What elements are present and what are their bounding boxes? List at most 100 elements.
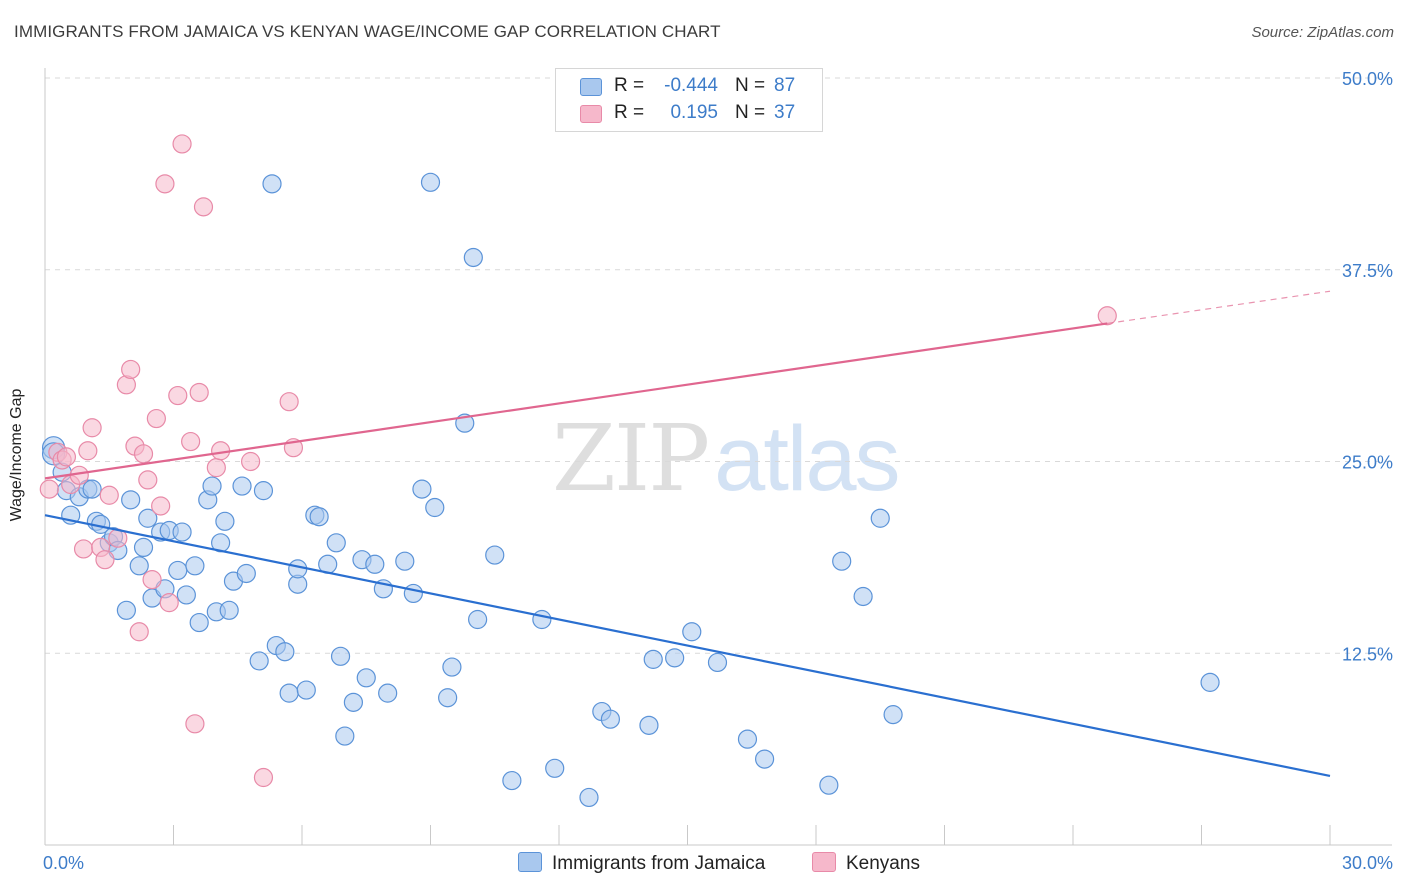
point-kenyans <box>78 441 98 461</box>
point-kenyans <box>172 134 192 154</box>
watermark-zip: ZIP <box>552 405 710 512</box>
point-jamaica <box>236 563 256 584</box>
point-kenyans <box>39 479 59 499</box>
tick-labels: 12.5% 25.0% 37.5% 50.0% 0.0% 30.0% <box>43 69 1393 873</box>
legend-n-label: N = <box>735 75 766 96</box>
legend-r-label: R = <box>614 102 645 123</box>
legend-label-jamaica: Immigrants from Jamaica <box>552 853 766 874</box>
point-jamaica <box>185 556 205 576</box>
point-kenyans <box>189 382 209 403</box>
point-kenyans <box>155 174 175 194</box>
point-jamaica <box>665 648 685 668</box>
legend-n-label: N = <box>735 102 766 123</box>
y-tick-label: 12.5% <box>1342 644 1393 664</box>
point-jamaica <box>330 646 351 666</box>
point-jamaica <box>356 668 376 688</box>
point-jamaica <box>438 688 458 708</box>
point-jamaica <box>215 511 235 531</box>
point-kenyans <box>193 197 214 217</box>
y-tick-label: 25.0% <box>1342 453 1393 473</box>
point-jamaica <box>129 556 149 576</box>
data-points <box>39 134 1220 808</box>
point-jamaica <box>202 476 222 496</box>
trend-line-kenyans <box>44 322 1108 480</box>
point-kenyans <box>159 593 179 613</box>
point-jamaica <box>176 585 196 605</box>
legend-swatch-jamaica <box>518 852 542 872</box>
point-kenyans <box>253 767 274 788</box>
point-jamaica <box>545 758 565 778</box>
point-jamaica <box>138 508 158 528</box>
point-jamaica <box>335 726 355 746</box>
point-jamaica <box>883 705 903 725</box>
chart-title: IMMIGRANTS FROM JAMAICA VS KENYAN WAGE/I… <box>14 22 721 41</box>
y-tick-label: 50.0% <box>1342 69 1393 89</box>
point-jamaica <box>853 586 873 607</box>
point-jamaica <box>463 247 483 268</box>
point-jamaica <box>468 609 488 630</box>
point-jamaica <box>485 545 505 565</box>
point-jamaica <box>442 657 462 677</box>
trend-line-kenyans-extension <box>1107 290 1331 325</box>
watermark: ZIPatlas <box>552 405 901 512</box>
watermark-atlas: atlas <box>714 408 900 510</box>
legend-n-value: 37 <box>774 102 796 123</box>
point-jamaica <box>121 490 141 510</box>
legend-r-label: R = <box>614 75 645 96</box>
trend-line-jamaica <box>44 514 1331 778</box>
point-jamaica <box>754 749 775 769</box>
point-kenyans <box>206 458 226 478</box>
point-jamaica <box>279 683 299 703</box>
point-jamaica <box>643 649 663 669</box>
point-jamaica <box>82 479 102 499</box>
point-jamaica <box>579 787 599 808</box>
point-jamaica <box>275 642 295 662</box>
point-jamaica <box>420 172 441 192</box>
point-kenyans <box>142 570 162 590</box>
legend-r-value: -0.444 <box>664 75 718 96</box>
point-jamaica <box>682 622 702 642</box>
point-jamaica <box>502 770 522 791</box>
legend-r-value: 0.195 <box>670 102 718 123</box>
y-tick-label: 37.5% <box>1342 261 1393 281</box>
legend-item-jamaica: Immigrants from Jamaica <box>518 852 765 875</box>
point-kenyans <box>241 451 261 472</box>
point-kenyans <box>82 418 102 438</box>
point-jamaica <box>172 522 192 542</box>
legend-label-kenyans: Kenyans <box>846 853 920 874</box>
point-kenyans <box>129 622 149 642</box>
legend-n-value: 87 <box>774 75 796 96</box>
point-jamaica <box>296 680 316 700</box>
point-kenyans <box>99 485 119 505</box>
point-kenyans <box>1097 306 1117 326</box>
point-jamaica <box>309 507 329 527</box>
point-kenyans <box>73 539 94 559</box>
legend-swatch-kenyans <box>580 105 602 123</box>
legend-swatch-jamaica <box>580 78 602 96</box>
point-jamaica <box>343 692 363 712</box>
point-kenyans <box>146 408 166 429</box>
legend-swatch-kenyans <box>812 852 836 872</box>
point-jamaica <box>133 537 154 558</box>
point-jamaica <box>365 554 385 574</box>
point-jamaica <box>262 174 282 194</box>
point-jamaica <box>832 551 852 571</box>
point-jamaica <box>870 508 890 528</box>
point-jamaica <box>403 583 423 604</box>
point-jamaica <box>425 497 445 518</box>
source-note: Source: ZipAtlas.com <box>1251 24 1394 41</box>
point-kenyans <box>121 359 141 380</box>
point-jamaica <box>412 479 432 499</box>
point-jamaica <box>395 551 415 571</box>
point-jamaica <box>253 481 274 501</box>
point-kenyans <box>151 496 171 516</box>
point-kenyans <box>56 447 77 467</box>
point-kenyans <box>168 385 188 406</box>
x-tick-label: 30.0% <box>1342 853 1393 873</box>
point-jamaica <box>168 560 188 581</box>
point-jamaica <box>1200 672 1220 692</box>
point-jamaica <box>378 683 398 703</box>
point-jamaica <box>288 559 308 579</box>
point-jamaica <box>819 775 839 795</box>
trend-lines <box>44 290 1331 778</box>
